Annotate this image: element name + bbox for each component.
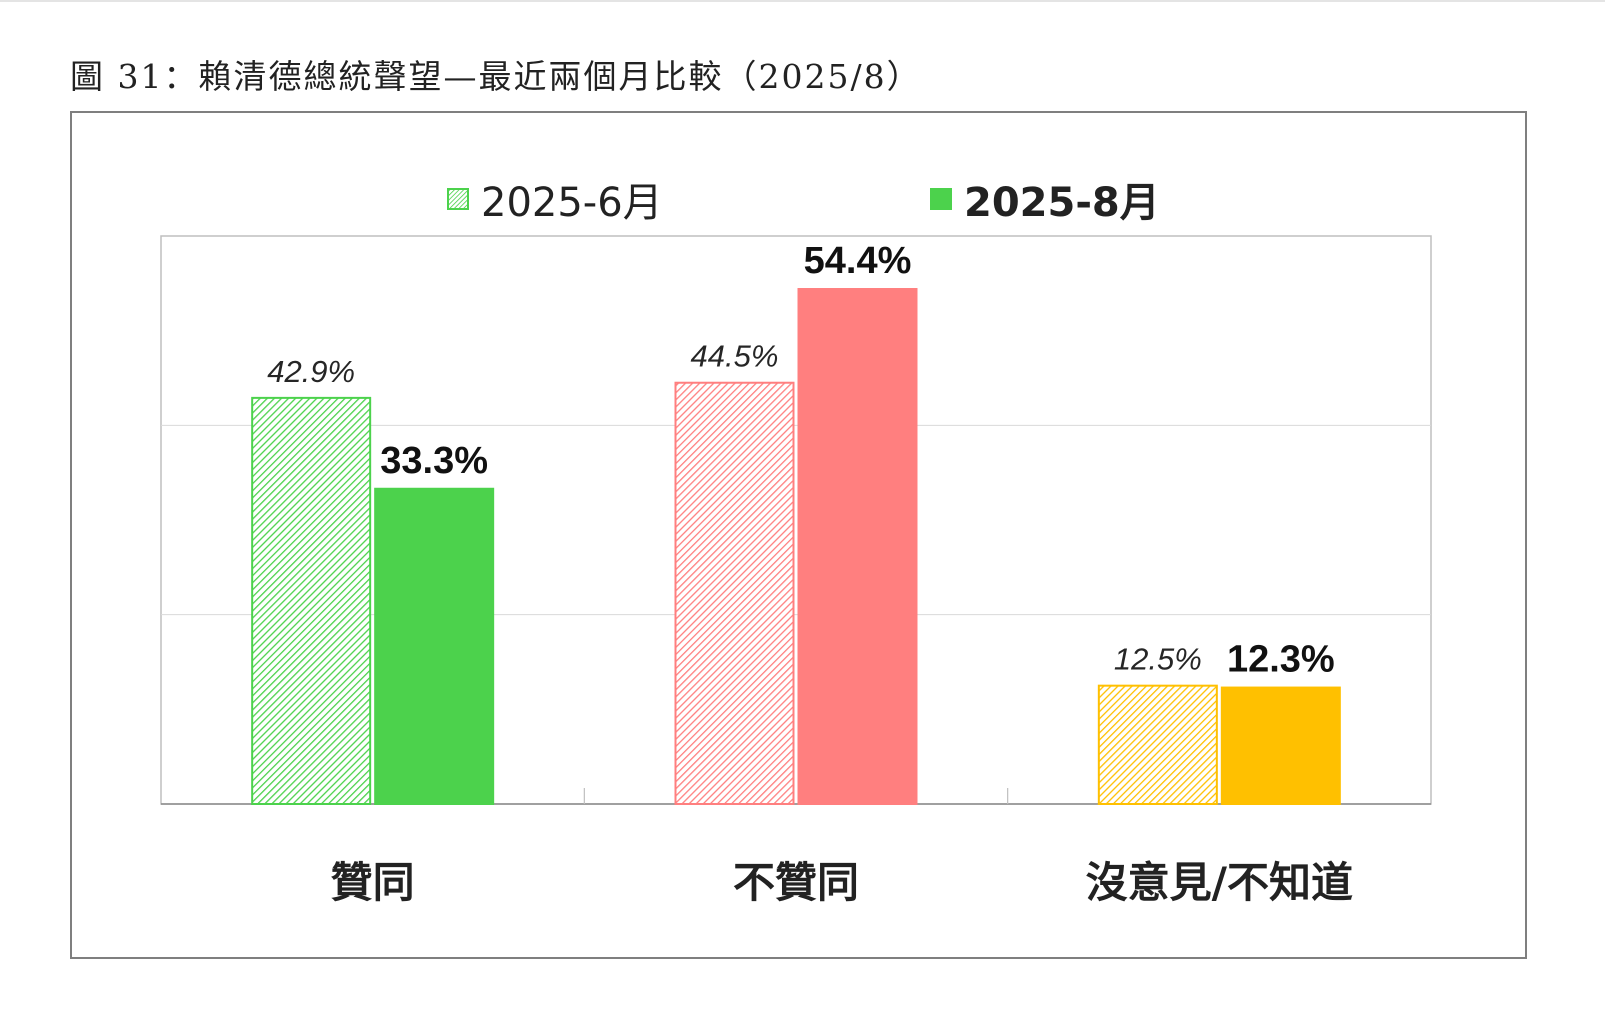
bar-august — [1220, 686, 1341, 805]
data-label-august: 12.3% — [1227, 639, 1335, 681]
data-label-june: 44.5% — [691, 339, 779, 374]
data-label-august: 54.4% — [804, 240, 912, 282]
bar-june — [251, 396, 372, 805]
bar-august — [374, 487, 495, 805]
category-label: 不贊同 — [733, 858, 859, 907]
category-label: 贊同 — [331, 858, 415, 907]
legend-label-june: 2025-6月 — [481, 180, 663, 226]
bar-august — [797, 288, 918, 806]
legend-swatch-solid-icon — [930, 188, 952, 210]
top-divider — [0, 0, 1605, 2]
chart-frame — [70, 111, 1527, 959]
legend-label-august: 2025-8月 — [964, 180, 1160, 226]
figure-title: 圖 31：賴清德總統聲望—最近兩個月比較（2025/8） — [70, 57, 922, 96]
legend-swatch-hatched-icon — [447, 188, 469, 210]
data-label-june: 12.5% — [1114, 642, 1202, 677]
plot-area — [160, 235, 1432, 805]
data-label-august: 33.3% — [380, 440, 488, 482]
legend-item-august: 2025-8月 — [930, 170, 1160, 228]
bar-june — [1097, 684, 1218, 806]
legend-item-june: 2025-6月 — [447, 170, 663, 228]
bar-june — [674, 381, 795, 805]
data-label-june: 42.9% — [267, 354, 355, 389]
chart-legend: 2025-6月 2025-8月 — [0, 170, 1605, 226]
category-label: 沒意見/不知道 — [1086, 858, 1353, 907]
